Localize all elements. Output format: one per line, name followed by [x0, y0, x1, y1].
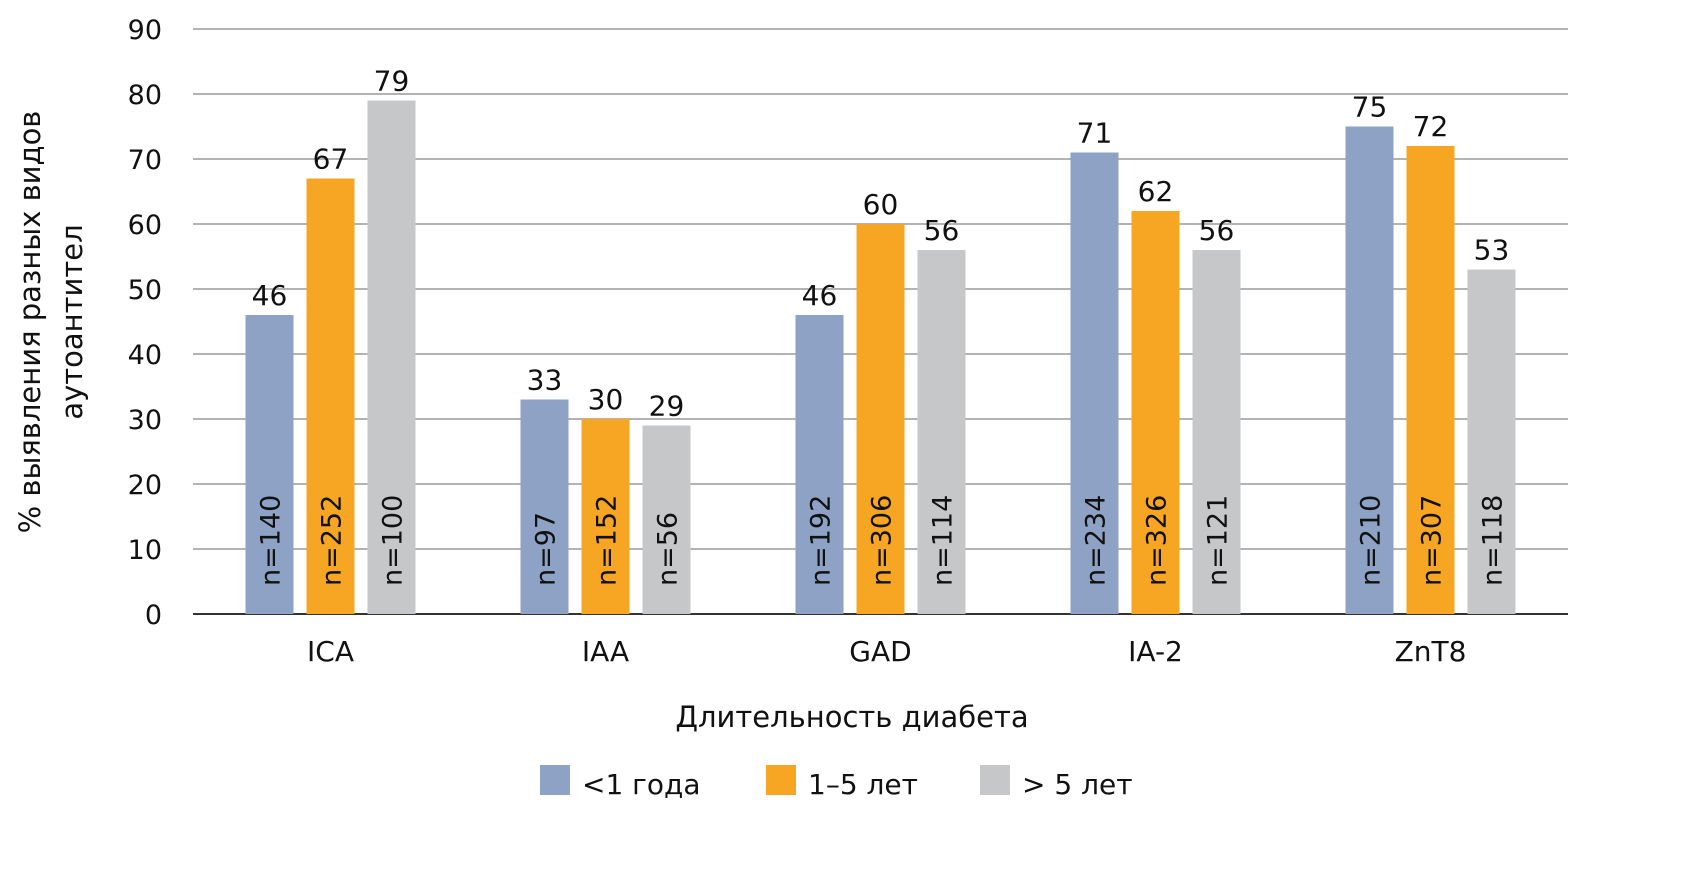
value-label: 60 [863, 188, 899, 221]
bar [245, 315, 294, 614]
value-label: 46 [252, 279, 288, 312]
n-label: n=307 [1417, 495, 1448, 586]
y-tick-label: 50 [128, 275, 162, 306]
y-tick-label: 80 [128, 80, 162, 111]
bar [795, 315, 844, 614]
legend-label: > 5 лет [1022, 768, 1133, 801]
n-label: n=210 [1356, 495, 1387, 586]
y-axis-title-line-2: аутоантител [55, 224, 89, 419]
y-tick-labels: 0 10 20 30 40 50 60 70 80 90 [128, 15, 162, 631]
n-label: n=100 [378, 495, 409, 586]
n-label: n=56 [653, 512, 684, 586]
n-label: n=97 [531, 512, 562, 586]
n-label: n=234 [1081, 495, 1112, 586]
value-label: 56 [924, 214, 960, 247]
category-label: IA-2 [1128, 635, 1183, 668]
value-label: 46 [802, 279, 838, 312]
bar [1131, 211, 1180, 614]
value-label: 29 [649, 390, 685, 423]
bar [520, 399, 569, 614]
y-tick-label: 70 [128, 145, 162, 176]
value-label: 71 [1077, 117, 1113, 150]
category-label: ZnT8 [1395, 635, 1467, 668]
y-tick-label: 10 [128, 535, 162, 566]
category-labels: ICA IAA GAD IA-2 ZnT8 [307, 635, 1466, 668]
bar [306, 178, 355, 614]
x-axis-title: Длительность диабета [675, 700, 1028, 734]
bar [917, 250, 966, 614]
bar [856, 224, 905, 614]
y-tick-label: 20 [128, 470, 162, 501]
bar [367, 100, 416, 614]
value-label: 33 [527, 364, 563, 397]
value-label: 72 [1413, 110, 1449, 143]
legend: <1 года 1–5 лет > 5 лет [540, 765, 1133, 801]
value-label: 79 [374, 65, 410, 98]
n-label: n=121 [1203, 495, 1234, 586]
legend-swatch [540, 765, 570, 795]
n-label: n=252 [317, 495, 348, 586]
legend-label: <1 года [582, 768, 701, 801]
y-tick-label: 90 [128, 15, 162, 46]
category-label: IAA [582, 635, 629, 668]
category-label: GAD [849, 635, 911, 668]
legend-swatch [980, 765, 1010, 795]
legend-label: 1–5 лет [808, 768, 918, 801]
value-label: 30 [588, 383, 624, 416]
value-label: 62 [1138, 175, 1174, 208]
y-tick-label: 30 [128, 405, 162, 436]
value-label: 75 [1352, 91, 1388, 124]
bar [1070, 152, 1119, 614]
n-label: n=140 [256, 495, 287, 586]
bar [1467, 269, 1516, 614]
n-label: n=192 [806, 495, 837, 586]
y-tick-label: 0 [145, 600, 162, 631]
value-label: 67 [313, 143, 349, 176]
value-label: 53 [1474, 234, 1510, 267]
n-label: n=306 [867, 495, 898, 586]
bar [1192, 250, 1241, 614]
n-label: n=326 [1142, 495, 1173, 586]
bars: 46 n=140 67 n=252 79 n=100 33 n=97 30 n=152 29 n=56… [245, 65, 1516, 614]
legend-swatch [766, 765, 796, 795]
n-label: n=114 [928, 495, 959, 586]
y-tick-label: 40 [128, 340, 162, 371]
y-tick-label: 60 [128, 210, 162, 241]
bar [1345, 126, 1394, 614]
bar [581, 419, 630, 614]
n-label: n=118 [1478, 495, 1509, 586]
bar [1406, 146, 1455, 614]
y-axis-title-line-1: % выявления разных видов [13, 111, 47, 534]
category-label: ICA [307, 635, 354, 668]
value-label: 56 [1199, 214, 1235, 247]
n-label: n=152 [592, 495, 623, 586]
bar [642, 425, 691, 614]
